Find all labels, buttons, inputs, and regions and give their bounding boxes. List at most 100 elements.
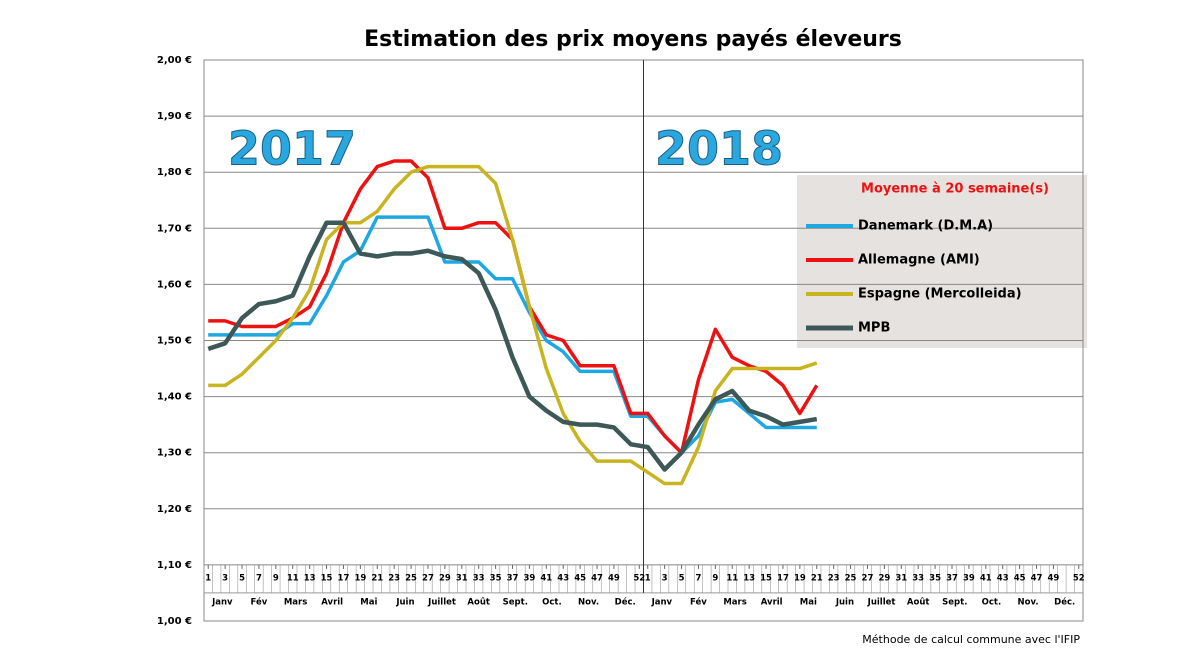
month-label: Août bbox=[467, 597, 490, 607]
month-label: Sept. bbox=[503, 597, 528, 607]
month-label: Déc. bbox=[615, 596, 636, 607]
month-label: Mars bbox=[723, 597, 746, 607]
x-tick-label: 21 bbox=[371, 573, 383, 583]
month-label: Mars bbox=[284, 597, 307, 607]
y-tick-label: 2,00 € bbox=[157, 55, 192, 66]
x-tick-label: 9 bbox=[712, 573, 718, 583]
month-label: Nov. bbox=[578, 597, 599, 607]
series-line bbox=[208, 215, 817, 455]
month-label: Mai bbox=[360, 597, 377, 607]
x-tick-label: 9 bbox=[273, 573, 279, 583]
x-tick-label: 23 bbox=[828, 573, 840, 583]
x-tick-label: 19 bbox=[794, 573, 806, 583]
month-label: Nov. bbox=[1018, 597, 1039, 607]
x-tick-label: 1 bbox=[645, 573, 651, 583]
x-tick-label: 15 bbox=[321, 573, 333, 583]
x-tick-label: 1 bbox=[205, 573, 211, 583]
y-tick-label: 1,20 € bbox=[157, 504, 192, 515]
legend-label: Danemark (D.M.A) bbox=[858, 219, 993, 234]
month-label: Juin bbox=[395, 597, 414, 607]
x-tick-label: 52 bbox=[633, 573, 645, 583]
y-tick-label: 1,40 € bbox=[157, 392, 192, 403]
x-tick-label: 13 bbox=[743, 573, 755, 583]
x-tick-label: 39 bbox=[963, 573, 975, 583]
month-label: Mai bbox=[800, 597, 817, 607]
legend-label: MPB bbox=[858, 321, 890, 336]
y-tick-label: 1,90 € bbox=[157, 111, 192, 122]
legend-label: Espagne (Mercolleida) bbox=[858, 287, 1022, 302]
x-tick-label: 27 bbox=[422, 573, 434, 583]
y-tick-label: 1,30 € bbox=[157, 448, 192, 459]
x-tick-label: 52 bbox=[1073, 573, 1085, 583]
year-label: 2018 bbox=[655, 122, 783, 176]
month-label: Août bbox=[907, 597, 930, 607]
y-tick-label: 1,50 € bbox=[157, 336, 192, 347]
x-tick-label: 47 bbox=[591, 573, 603, 583]
x-tick-label: 5 bbox=[679, 573, 685, 583]
x-tick-label: 31 bbox=[456, 573, 468, 583]
x-tick-label: 17 bbox=[777, 573, 789, 583]
x-tick-label: 37 bbox=[946, 573, 958, 583]
x-tick-label: 29 bbox=[439, 573, 451, 583]
x-tick-label: 41 bbox=[540, 573, 552, 583]
x-tick-label: 39 bbox=[523, 573, 535, 583]
month-label: Fév bbox=[251, 596, 268, 607]
x-tick-label: 27 bbox=[862, 573, 874, 583]
chart-title: Estimation des prix moyens payés éleveur… bbox=[364, 27, 902, 52]
series-line bbox=[208, 164, 818, 486]
x-tick-label: 33 bbox=[912, 573, 924, 583]
x-tick-label: 35 bbox=[490, 573, 502, 583]
x-tick-label: 17 bbox=[338, 573, 350, 583]
x-tick-label: 3 bbox=[662, 573, 668, 583]
x-tick-label: 41 bbox=[980, 573, 992, 583]
month-label: Oct. bbox=[982, 597, 1002, 607]
x-tick-label: 25 bbox=[845, 573, 857, 583]
x-tick-label: 23 bbox=[388, 573, 400, 583]
x-tick-label: 33 bbox=[473, 573, 485, 583]
y-tick-label: 1,00 € bbox=[157, 616, 192, 627]
x-tick-label: 15 bbox=[760, 573, 772, 583]
x-tick-label: 49 bbox=[608, 573, 620, 583]
month-label: Oct. bbox=[542, 597, 562, 607]
month-label: Janv bbox=[211, 597, 233, 607]
x-tick-label: 7 bbox=[695, 573, 701, 583]
x-tick-label: 11 bbox=[287, 573, 299, 583]
month-label: Fév bbox=[690, 596, 707, 607]
legend-label: Allemagne (AMI) bbox=[858, 253, 980, 268]
x-tick-label: 19 bbox=[354, 573, 366, 583]
month-label: Déc. bbox=[1054, 596, 1075, 607]
year-label: 2017 bbox=[228, 122, 356, 176]
month-label: Juillet bbox=[867, 597, 896, 607]
x-tick-label: 21 bbox=[811, 573, 823, 583]
y-tick-label: 1,80 € bbox=[157, 167, 192, 178]
y-tick-label: 1,70 € bbox=[157, 223, 192, 234]
x-tick-label: 45 bbox=[574, 573, 586, 583]
x-tick-label: 49 bbox=[1047, 573, 1059, 583]
x-tick-label: 45 bbox=[1014, 573, 1026, 583]
footnote: Méthode de calcul commune avec l'IFIP bbox=[862, 633, 1080, 646]
x-tick-label: 11 bbox=[726, 573, 738, 583]
x-tick-label: 5 bbox=[239, 573, 245, 583]
x-tick-label: 29 bbox=[878, 573, 890, 583]
x-tick-label: 13 bbox=[304, 573, 316, 583]
month-label: Janv bbox=[651, 597, 673, 607]
legend-title: Moyenne à 20 semaine(s) bbox=[861, 182, 1049, 197]
month-label: Avril bbox=[761, 597, 783, 607]
month-label: Sept. bbox=[942, 597, 967, 607]
month-label: Juin bbox=[835, 597, 854, 607]
month-label: Juillet bbox=[427, 597, 456, 607]
x-tick-label: 25 bbox=[405, 573, 417, 583]
y-tick-label: 1,60 € bbox=[157, 279, 192, 290]
x-tick-label: 31 bbox=[895, 573, 907, 583]
x-tick-label: 43 bbox=[557, 573, 569, 583]
x-tick-label: 37 bbox=[507, 573, 519, 583]
x-tick-label: 35 bbox=[929, 573, 941, 583]
x-tick-label: 43 bbox=[997, 573, 1009, 583]
x-tick-label: 3 bbox=[222, 573, 228, 583]
month-label: Avril bbox=[321, 597, 343, 607]
y-tick-label: 1,10 € bbox=[157, 560, 192, 571]
series-line bbox=[207, 220, 818, 472]
x-tick-label: 47 bbox=[1031, 573, 1043, 583]
x-tick-label: 7 bbox=[256, 573, 262, 583]
